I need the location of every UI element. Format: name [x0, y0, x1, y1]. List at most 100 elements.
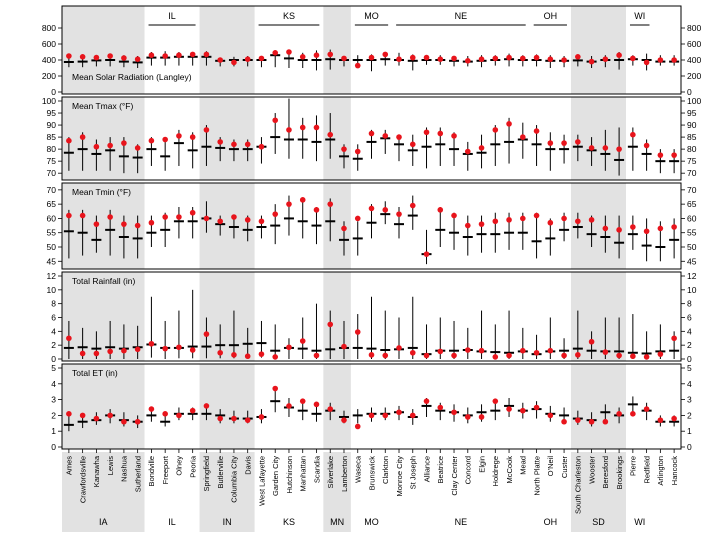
- y-tick-label: 3: [687, 395, 692, 405]
- observed-point: [561, 418, 567, 425]
- observed-point: [217, 139, 223, 145]
- observed-point: [575, 218, 581, 225]
- y-tick-label: 800: [687, 23, 701, 33]
- observed-point: [134, 346, 141, 353]
- observed-point: [107, 348, 113, 355]
- observed-point: [409, 349, 416, 356]
- observed-point: [533, 54, 540, 61]
- observed-point: [217, 218, 223, 225]
- state-footer-label: NE: [455, 517, 468, 527]
- observed-point: [66, 335, 72, 342]
- observed-point: [547, 56, 554, 62]
- observed-point: [368, 412, 375, 419]
- observed-point: [561, 215, 567, 222]
- observed-point: [368, 352, 375, 358]
- state-footer-label: WI: [634, 517, 645, 527]
- observed-point: [272, 50, 279, 56]
- observed-point: [66, 137, 72, 144]
- y-tick-label: 0: [51, 442, 56, 452]
- observed-point: [423, 251, 430, 257]
- observed-point: [492, 127, 499, 133]
- y-tick-label: 5: [51, 363, 56, 373]
- y-tick-label: 80: [47, 144, 57, 154]
- site-label: Ames: [65, 456, 74, 475]
- observed-point: [588, 418, 595, 425]
- panel-title: Total Rainfall (in): [72, 276, 135, 286]
- observed-point: [107, 142, 113, 149]
- observed-point: [258, 351, 265, 357]
- site-label: Beresford: [601, 456, 610, 489]
- observed-point: [286, 201, 292, 207]
- observed-point: [464, 222, 471, 229]
- observed-point: [451, 55, 457, 62]
- panel: 45 45 50 50 55 55 60 60 65 65 70 70 Mean Tmin (°F): [47, 182, 697, 270]
- y-tick-label: 10: [687, 285, 697, 295]
- observed-point: [602, 225, 609, 232]
- observed-point: [588, 217, 595, 223]
- observed-point: [382, 412, 389, 419]
- site-label: Hutchinson: [285, 456, 294, 494]
- observed-point: [162, 214, 168, 220]
- y-tick-label: 3: [51, 395, 56, 405]
- observed-point: [299, 398, 306, 404]
- observed-point: [409, 412, 416, 419]
- observed-point: [464, 347, 471, 353]
- observed-point: [382, 51, 389, 58]
- observed-point: [423, 352, 430, 359]
- observed-point: [575, 54, 581, 60]
- observed-point: [354, 423, 361, 430]
- site-label: Kanawha: [92, 455, 101, 487]
- observed-point: [630, 411, 636, 417]
- observed-point: [533, 404, 540, 411]
- observed-point: [148, 137, 155, 144]
- observed-point: [409, 141, 416, 148]
- observed-point: [478, 414, 485, 420]
- y-tick-label: 600: [42, 39, 56, 49]
- observed-point: [244, 417, 251, 423]
- site-label: Beatrice: [436, 456, 445, 484]
- observed-point: [657, 57, 664, 63]
- observed-point: [134, 418, 141, 425]
- panel-title: Mean Solar Radiation (Langley): [72, 72, 192, 82]
- observed-point: [437, 56, 444, 62]
- observed-point: [561, 140, 567, 146]
- observed-point: [176, 214, 182, 220]
- observed-point: [368, 130, 375, 137]
- observed-point: [671, 57, 677, 63]
- y-tick-label: 45: [687, 256, 697, 266]
- y-tick-label: 12: [687, 271, 697, 281]
- observed-point: [176, 344, 182, 351]
- observed-point: [354, 215, 361, 222]
- observed-point: [409, 54, 416, 61]
- observed-point: [176, 412, 182, 419]
- observed-point: [121, 140, 127, 146]
- observed-point: [162, 345, 168, 352]
- y-tick-label: 2: [51, 340, 56, 350]
- observed-point: [671, 224, 677, 230]
- observed-point: [148, 340, 155, 347]
- y-tick-label: 90: [687, 120, 697, 130]
- observed-point: [189, 407, 196, 414]
- observed-point: [602, 56, 609, 62]
- observed-point: [341, 55, 347, 62]
- observed-point: [189, 209, 196, 216]
- observed-point: [327, 406, 334, 412]
- observed-point: [520, 347, 526, 354]
- observed-point: [409, 202, 416, 209]
- observed-point: [547, 347, 554, 354]
- observed-point: [121, 347, 127, 354]
- observed-point: [588, 338, 595, 345]
- observed-point: [492, 218, 499, 225]
- y-tick-label: 0: [687, 354, 692, 364]
- observed-point: [602, 349, 609, 355]
- site-label: Olney: [175, 456, 184, 476]
- observed-point: [176, 52, 182, 58]
- y-tick-label: 100: [42, 96, 56, 106]
- state-band: [570, 364, 626, 449]
- observed-point: [258, 414, 265, 420]
- state-header-label: OH: [544, 11, 558, 21]
- panel-title: Mean Tmin (°F): [72, 187, 131, 197]
- observed-point: [286, 403, 292, 409]
- observed-point: [217, 415, 223, 422]
- observed-point: [258, 218, 265, 225]
